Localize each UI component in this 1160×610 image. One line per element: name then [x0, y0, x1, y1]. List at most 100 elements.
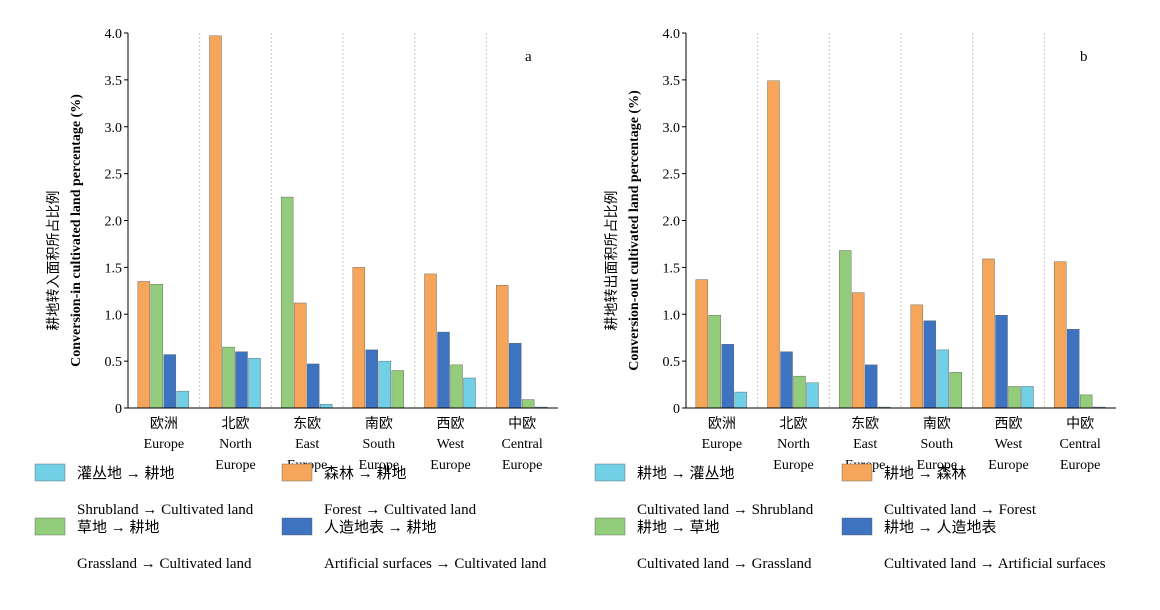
y-tick-label: 3.5	[663, 74, 681, 89]
legend-label-cn: 人造地表 → 耕地	[324, 518, 437, 536]
panel-letter: a	[525, 49, 532, 65]
x-tick-label-cn: 中欧	[1066, 416, 1094, 432]
legend-label-en: Cultivated land → Forest	[884, 502, 1037, 518]
x-tick-label-en: East	[853, 437, 877, 452]
y-axis-label-cn: 耕地转出面积所占比例	[603, 191, 620, 331]
bar	[910, 304, 924, 409]
x-tick-label-cn: 欧洲	[150, 416, 178, 432]
legend-label-en: Shrubland → Cultivated land	[77, 502, 254, 518]
x-tick-label-en: Europe	[988, 458, 1028, 473]
bar	[995, 314, 1008, 409]
legend-swatch	[841, 463, 873, 482]
bar	[936, 349, 950, 409]
legend-swatch	[34, 463, 66, 482]
legend-label-en: Grassland → Cultivated land	[77, 556, 252, 572]
legend-label-cn: 耕地 → 草地	[637, 518, 720, 536]
x-tick-label-en: Europe	[502, 458, 542, 473]
legend-label-cn: 灌丛地 → 耕地	[77, 464, 175, 482]
bar	[365, 349, 379, 409]
x-tick-label-en: Central	[1060, 437, 1101, 452]
bar	[235, 351, 248, 409]
y-axis-label-en: Conversion-out cultivated land percentag…	[627, 90, 642, 371]
bar	[319, 404, 333, 409]
y-axis-label-cn: 耕地转入面积所占比例	[45, 191, 62, 331]
legend-label-cn: 草地 → 耕地	[77, 518, 160, 536]
panel-letter: b	[1080, 49, 1088, 65]
bar	[949, 372, 963, 409]
x-tick-label-en: Central	[502, 437, 543, 452]
legend-swatch	[281, 517, 313, 536]
legend-label-cn: 耕地 → 森林	[884, 464, 967, 482]
y-tick-label: 2.5	[663, 168, 681, 183]
bar	[378, 360, 392, 409]
legend-label-en: Forest → Cultivated land	[324, 502, 477, 518]
legend-label-en: Cultivated land → Shrubland	[637, 502, 814, 518]
legend-label-en: Artificial surfaces → Cultivated land	[324, 556, 547, 572]
bar	[280, 196, 294, 409]
bar	[708, 314, 722, 409]
bar	[721, 344, 735, 409]
y-tick-label: 4.0	[105, 27, 123, 42]
x-tick-label-en: East	[295, 437, 319, 452]
y-tick-label: 1.0	[663, 308, 681, 323]
legend-swatch	[34, 517, 66, 536]
legend-label-en: Cultivated land → Grassland	[637, 556, 812, 572]
bar	[463, 377, 476, 409]
x-tick-label-en: West	[437, 437, 465, 452]
bar	[163, 354, 177, 409]
x-tick-label-cn: 欧洲	[708, 416, 736, 432]
bar	[734, 391, 748, 409]
legend-swatch	[841, 517, 873, 536]
legend-swatch	[594, 463, 626, 482]
bar	[248, 358, 261, 409]
x-tick-label-cn: 中欧	[508, 416, 536, 432]
bar	[209, 35, 222, 409]
y-tick-label: 2.0	[663, 215, 681, 230]
bar	[437, 331, 450, 409]
x-tick-label-en: Europe	[702, 437, 742, 452]
bar	[767, 80, 780, 409]
y-tick-label: 3.0	[663, 121, 681, 136]
bar	[521, 399, 535, 409]
legend-label-en: Cultivated land → Artificial surfaces	[884, 556, 1106, 572]
x-tick-label-en: South	[920, 437, 953, 452]
x-tick-label-en: Europe	[917, 458, 957, 473]
x-tick-label-cn: 北欧	[780, 416, 808, 432]
bar	[780, 351, 793, 409]
x-tick-label-en: Europe	[215, 458, 255, 473]
x-tick-label-cn: 西欧	[995, 416, 1023, 432]
x-tick-label-cn: 南欧	[923, 416, 951, 432]
x-tick-label-en: Europe	[773, 458, 813, 473]
y-tick-label: 2.0	[105, 215, 123, 230]
y-tick-label: 0	[673, 402, 680, 417]
bar	[1053, 261, 1067, 409]
legend-label-cn: 耕地 → 灌丛地	[637, 464, 735, 482]
legend-swatch	[281, 463, 313, 482]
bar	[222, 346, 235, 409]
x-tick-label-cn: 东欧	[851, 416, 879, 432]
y-tick-label: 1.5	[105, 261, 123, 276]
bar	[293, 302, 307, 409]
bar	[806, 382, 819, 409]
y-tick-label: 2.5	[105, 168, 123, 183]
x-tick-label-en: South	[362, 437, 395, 452]
bar	[150, 284, 164, 409]
x-tick-label-cn: 北欧	[222, 416, 250, 432]
y-tick-label: 0.5	[663, 355, 681, 370]
bar	[1079, 394, 1093, 409]
bar	[450, 364, 463, 409]
bar	[391, 370, 405, 409]
bar	[923, 320, 937, 409]
x-tick-label-en: Europe	[1060, 458, 1100, 473]
bar	[1021, 386, 1034, 409]
x-tick-label-cn: 西欧	[437, 416, 465, 432]
bar	[851, 292, 865, 409]
chart-panel-b: 0 0.5 1.0 1.5 2.0 2.5 3.0 3.5 4.0 欧洲 Europe 北欧 North…	[594, 27, 1116, 572]
bar	[176, 390, 190, 409]
chart-panel-a: 0 0.5 1.0 1.5 2.0 2.5 3.0 3.5 4.0 欧洲 Europe 北欧 North…	[34, 27, 558, 572]
x-tick-label-cn: 南欧	[365, 416, 393, 432]
bar	[1066, 329, 1080, 409]
bar	[306, 363, 320, 409]
y-tick-label: 0	[115, 402, 122, 417]
